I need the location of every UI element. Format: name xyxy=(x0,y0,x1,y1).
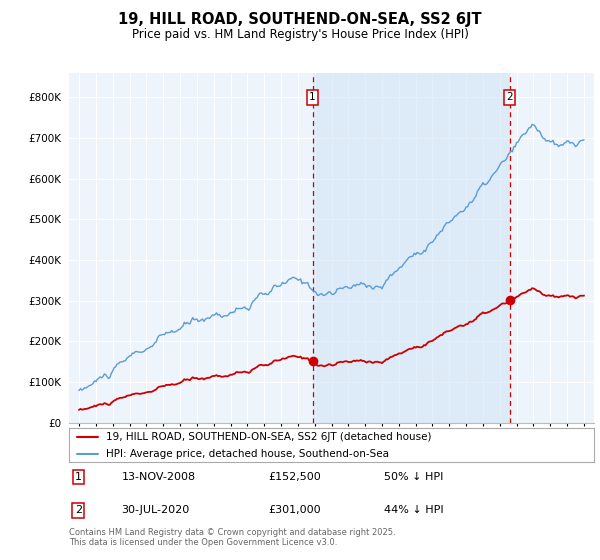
Text: 1: 1 xyxy=(309,92,316,102)
Text: 50% ↓ HPI: 50% ↓ HPI xyxy=(384,472,443,482)
Text: Contains HM Land Registry data © Crown copyright and database right 2025.
This d: Contains HM Land Registry data © Crown c… xyxy=(69,528,395,547)
Text: 2: 2 xyxy=(506,92,513,102)
Text: 13-NOV-2008: 13-NOV-2008 xyxy=(121,472,196,482)
Text: HPI: Average price, detached house, Southend-on-Sea: HPI: Average price, detached house, Sout… xyxy=(106,449,389,459)
Text: 19, HILL ROAD, SOUTHEND-ON-SEA, SS2 6JT (detached house): 19, HILL ROAD, SOUTHEND-ON-SEA, SS2 6JT … xyxy=(106,432,431,442)
Text: 44% ↓ HPI: 44% ↓ HPI xyxy=(384,505,443,515)
Text: £152,500: £152,500 xyxy=(269,472,321,482)
Text: 2: 2 xyxy=(75,505,82,515)
Text: Price paid vs. HM Land Registry's House Price Index (HPI): Price paid vs. HM Land Registry's House … xyxy=(131,28,469,41)
Bar xyxy=(313,73,509,423)
Text: 30-JUL-2020: 30-JUL-2020 xyxy=(121,505,190,515)
Text: 1: 1 xyxy=(75,472,82,482)
Text: 19, HILL ROAD, SOUTHEND-ON-SEA, SS2 6JT: 19, HILL ROAD, SOUTHEND-ON-SEA, SS2 6JT xyxy=(118,12,482,27)
Text: £301,000: £301,000 xyxy=(269,505,321,515)
